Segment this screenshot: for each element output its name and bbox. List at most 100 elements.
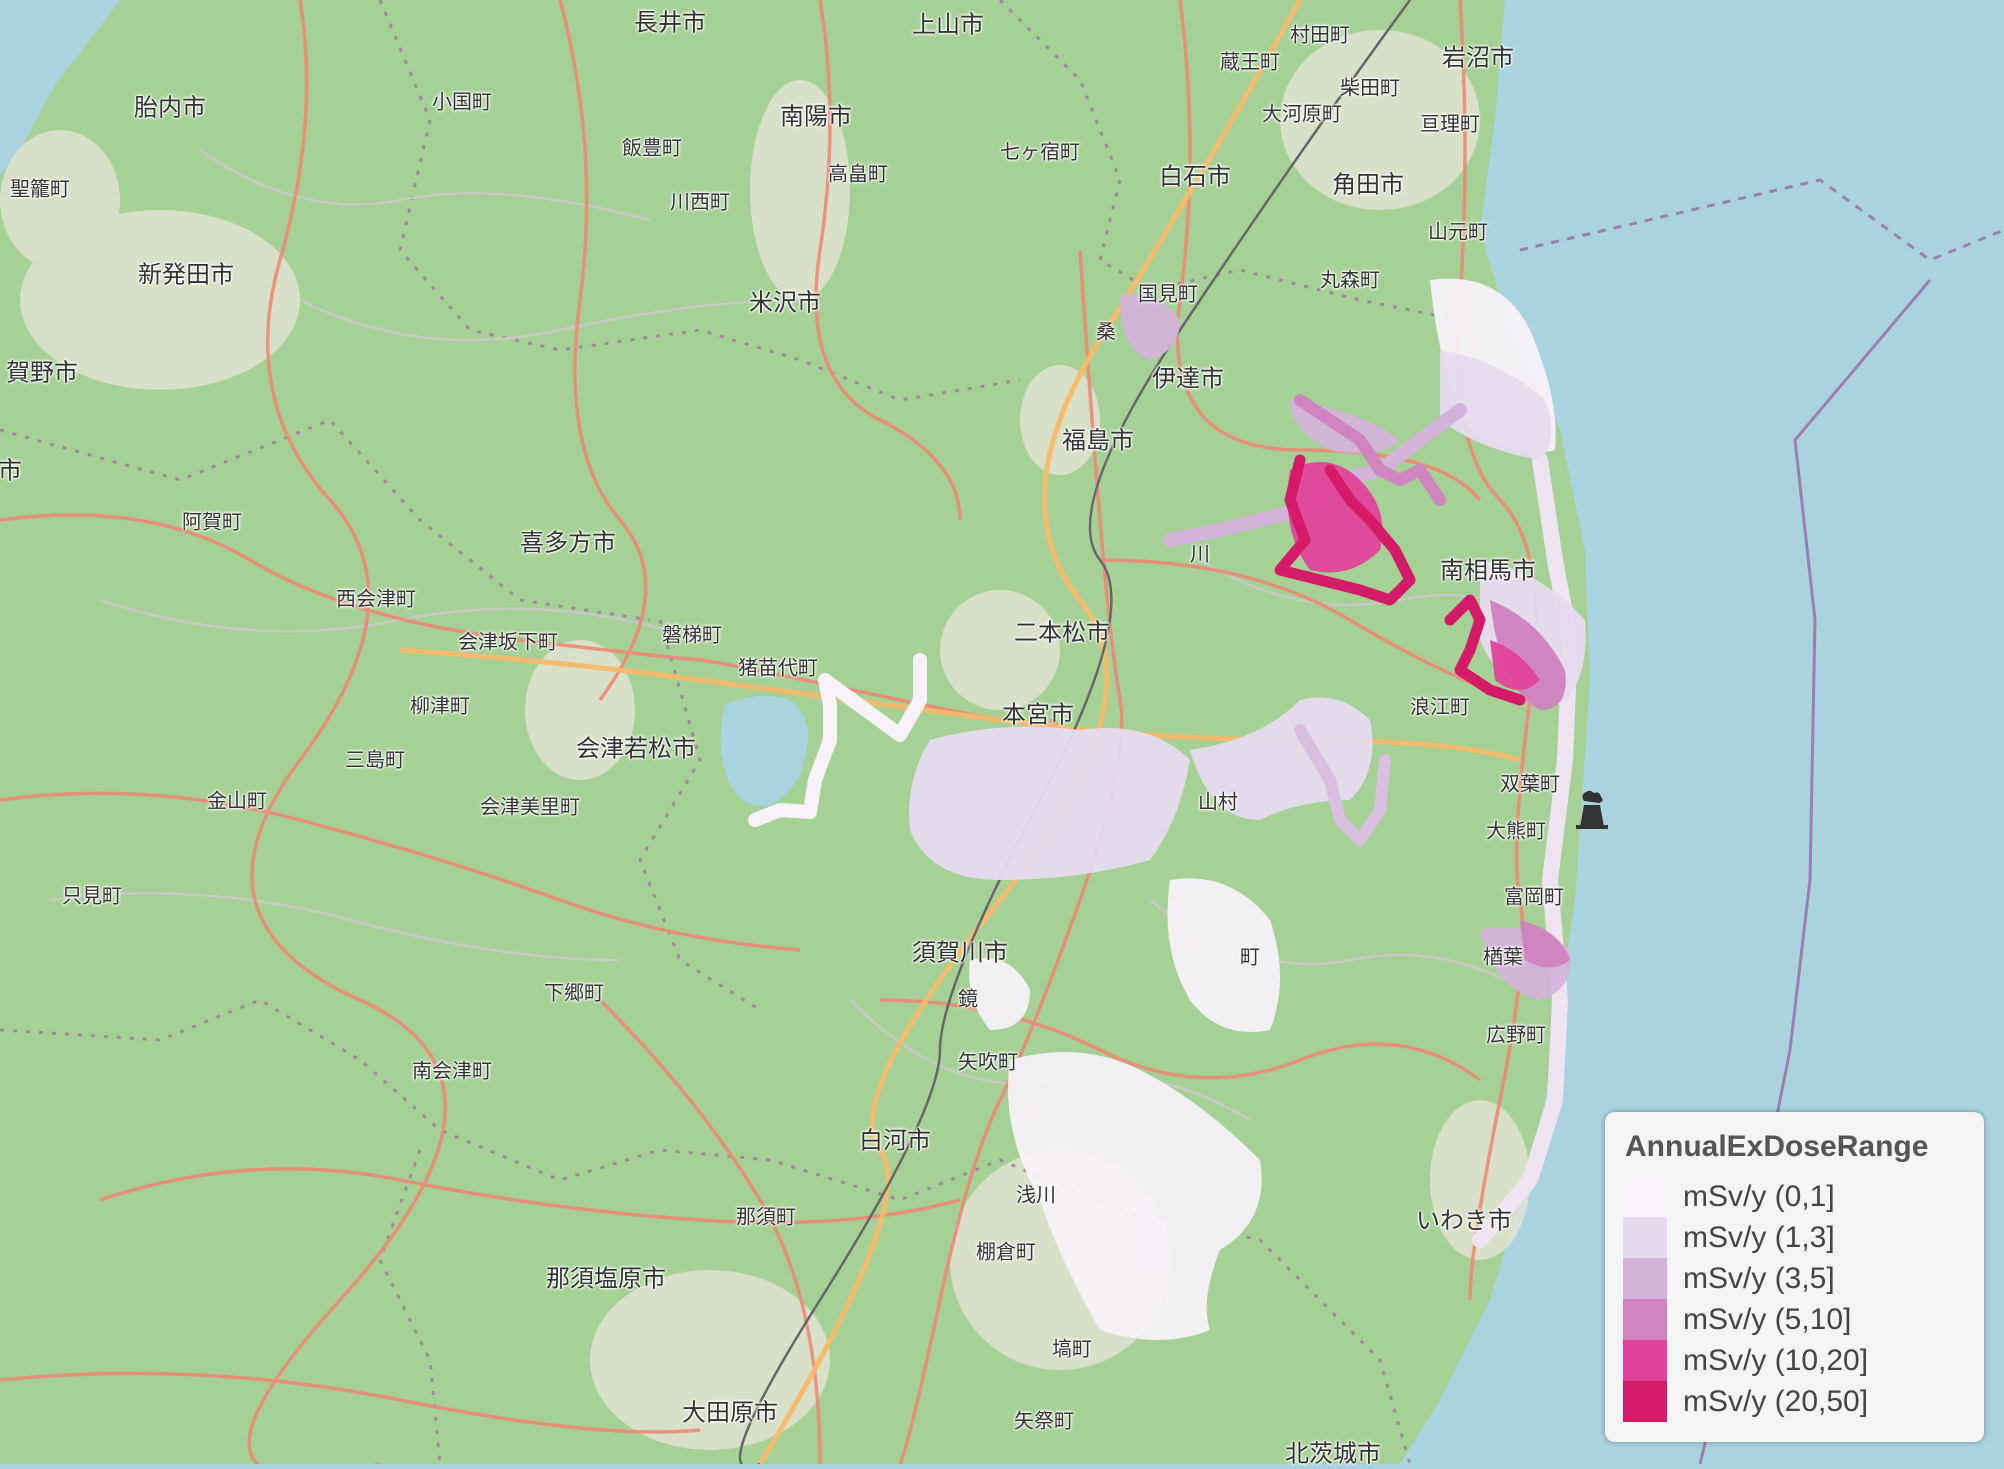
place-label: 磐梯町 [662, 622, 722, 647]
lake-inawashiro [720, 696, 808, 806]
legend-label: mSv/y (0,1] [1683, 1179, 1835, 1213]
dose-trace-5-10 [1294, 394, 1446, 506]
place-label: 只見町 [62, 883, 122, 908]
place-label: 賀野市 [6, 358, 78, 387]
place-label: 高畠町 [828, 161, 888, 186]
place-label: 喜多方市 [520, 528, 616, 557]
legend-item: mSv/y (1,3] [1623, 1217, 1966, 1258]
place-label: 三島町 [345, 747, 405, 772]
place-label: 会津若松市 [576, 734, 696, 763]
place-label: 米沢市 [749, 288, 821, 317]
legend-item: mSv/y (3,5] [1623, 1258, 1966, 1299]
place-label: 福島市 [1062, 426, 1134, 455]
place-label: 富岡町 [1504, 884, 1564, 909]
place-label: 白石市 [1159, 162, 1231, 191]
legend-swatch [1623, 1258, 1667, 1299]
plant-base-icon [1576, 825, 1608, 829]
place-label: 大河原町 [1262, 101, 1342, 126]
place-label: 那須塩原市 [546, 1264, 666, 1293]
place-label: 浪江町 [1410, 694, 1470, 719]
place-label: 村田町 [1290, 22, 1350, 47]
place-label: 亘理町 [1420, 111, 1480, 136]
nuclear-plant-icon[interactable] [1570, 787, 1614, 831]
place-label: 長井市 [634, 8, 706, 37]
dose-range-10-20 [1287, 462, 1540, 690]
place-label: 胎内市 [134, 93, 206, 122]
place-label: 山元町 [1428, 219, 1488, 244]
place-label: 白河市 [859, 1126, 931, 1155]
place-label: 南会津町 [412, 1058, 492, 1083]
place-label: 七ヶ宿町 [1000, 139, 1080, 164]
dose-trace-3-5b [1294, 724, 1391, 846]
place-label: 新発田市 [138, 260, 234, 289]
legend-item: mSv/y (10,20] [1623, 1340, 1966, 1381]
legend-title: AnnualExDoseRange [1625, 1130, 1929, 1163]
place-label: 角田市 [1332, 170, 1404, 199]
place-label: 棚倉町 [976, 1239, 1036, 1264]
place-label: 南相馬市 [1440, 556, 1536, 585]
dose-trace-20-50 [1274, 454, 1416, 606]
place-label: 山村 [1198, 789, 1238, 814]
place-label: 市 [0, 456, 22, 485]
place-label: 矢吹町 [958, 1049, 1018, 1074]
dose-data-layer [748, 278, 1586, 1340]
place-label: 川西町 [670, 189, 730, 214]
place-label: 那須町 [736, 1204, 796, 1229]
place-label: 会津美里町 [480, 794, 580, 819]
place-label: 会津坂下町 [458, 629, 558, 654]
place-label: 小国町 [432, 89, 492, 114]
legend-swatch [1623, 1217, 1667, 1258]
legend-swatch [1623, 1340, 1667, 1381]
place-label: 岩沼市 [1442, 43, 1514, 72]
legend-label: mSv/y (20,50] [1683, 1384, 1869, 1418]
place-label: 丸森町 [1320, 267, 1380, 292]
place-label: 本宮市 [1002, 700, 1074, 729]
place-label: 南陽市 [780, 102, 852, 131]
place-label: 塙町 [1052, 1336, 1092, 1361]
place-label: 鏡 [958, 986, 978, 1011]
dose-trace-0-1b [1472, 452, 1578, 1248]
place-label: 桑 [1096, 319, 1116, 344]
place-label: 柴田町 [1340, 75, 1400, 100]
legend-swatch [1623, 1176, 1667, 1217]
place-label: 蔵王町 [1220, 49, 1280, 74]
dose-trace-20-50b [1444, 594, 1526, 706]
plant-steam-icon [1582, 790, 1603, 803]
place-label: 上山市 [912, 10, 984, 39]
legend-label: mSv/y (1,3] [1683, 1220, 1835, 1254]
legend: AnnualExDoseRange mSv/y (0,1] mSv/y (1,3… [1605, 1112, 1984, 1442]
legend-swatch [1623, 1381, 1667, 1422]
place-label: 金山町 [207, 788, 267, 813]
legend-label: mSv/y (10,20] [1683, 1343, 1869, 1377]
place-label: 北茨城市 [1285, 1439, 1381, 1468]
place-label: 広野町 [1486, 1022, 1546, 1047]
plant-tower-icon [1580, 805, 1604, 827]
dose-range-0-1 [969, 278, 1556, 1340]
place-label: 飯豊町 [622, 135, 682, 160]
maritime-boundary [1519, 178, 2004, 262]
place-label: 伊達市 [1152, 364, 1224, 393]
place-label: 下郷町 [544, 980, 604, 1005]
place-label: 川 [1190, 541, 1210, 566]
legend-item: mSv/y (0,1] [1623, 1176, 1966, 1217]
place-label: 町 [1240, 944, 1260, 969]
place-label: 阿賀町 [182, 509, 242, 534]
place-label: 柳津町 [410, 693, 470, 718]
west-sea [0, 0, 120, 175]
place-label: 国見町 [1138, 281, 1198, 306]
dose-trace-0-1 [748, 653, 927, 827]
place-label: 聖籠町 [10, 176, 70, 201]
place-label: 須賀川市 [912, 938, 1008, 967]
place-label: いわき市 [1416, 1206, 1512, 1235]
legend-item: mSv/y (20,50] [1623, 1381, 1966, 1422]
place-label: 大田原市 [682, 1398, 778, 1427]
place-label: 二本松市 [1014, 618, 1110, 647]
place-label: 西会津町 [336, 586, 416, 611]
legend-item: mSv/y (5,10] [1623, 1299, 1966, 1340]
place-label: 楢葉 [1483, 944, 1523, 969]
place-label: 双葉町 [1500, 771, 1560, 796]
place-label: 大熊町 [1486, 818, 1546, 843]
legend-label: mSv/y (5,10] [1683, 1302, 1852, 1336]
place-label: 矢祭町 [1014, 1408, 1074, 1433]
